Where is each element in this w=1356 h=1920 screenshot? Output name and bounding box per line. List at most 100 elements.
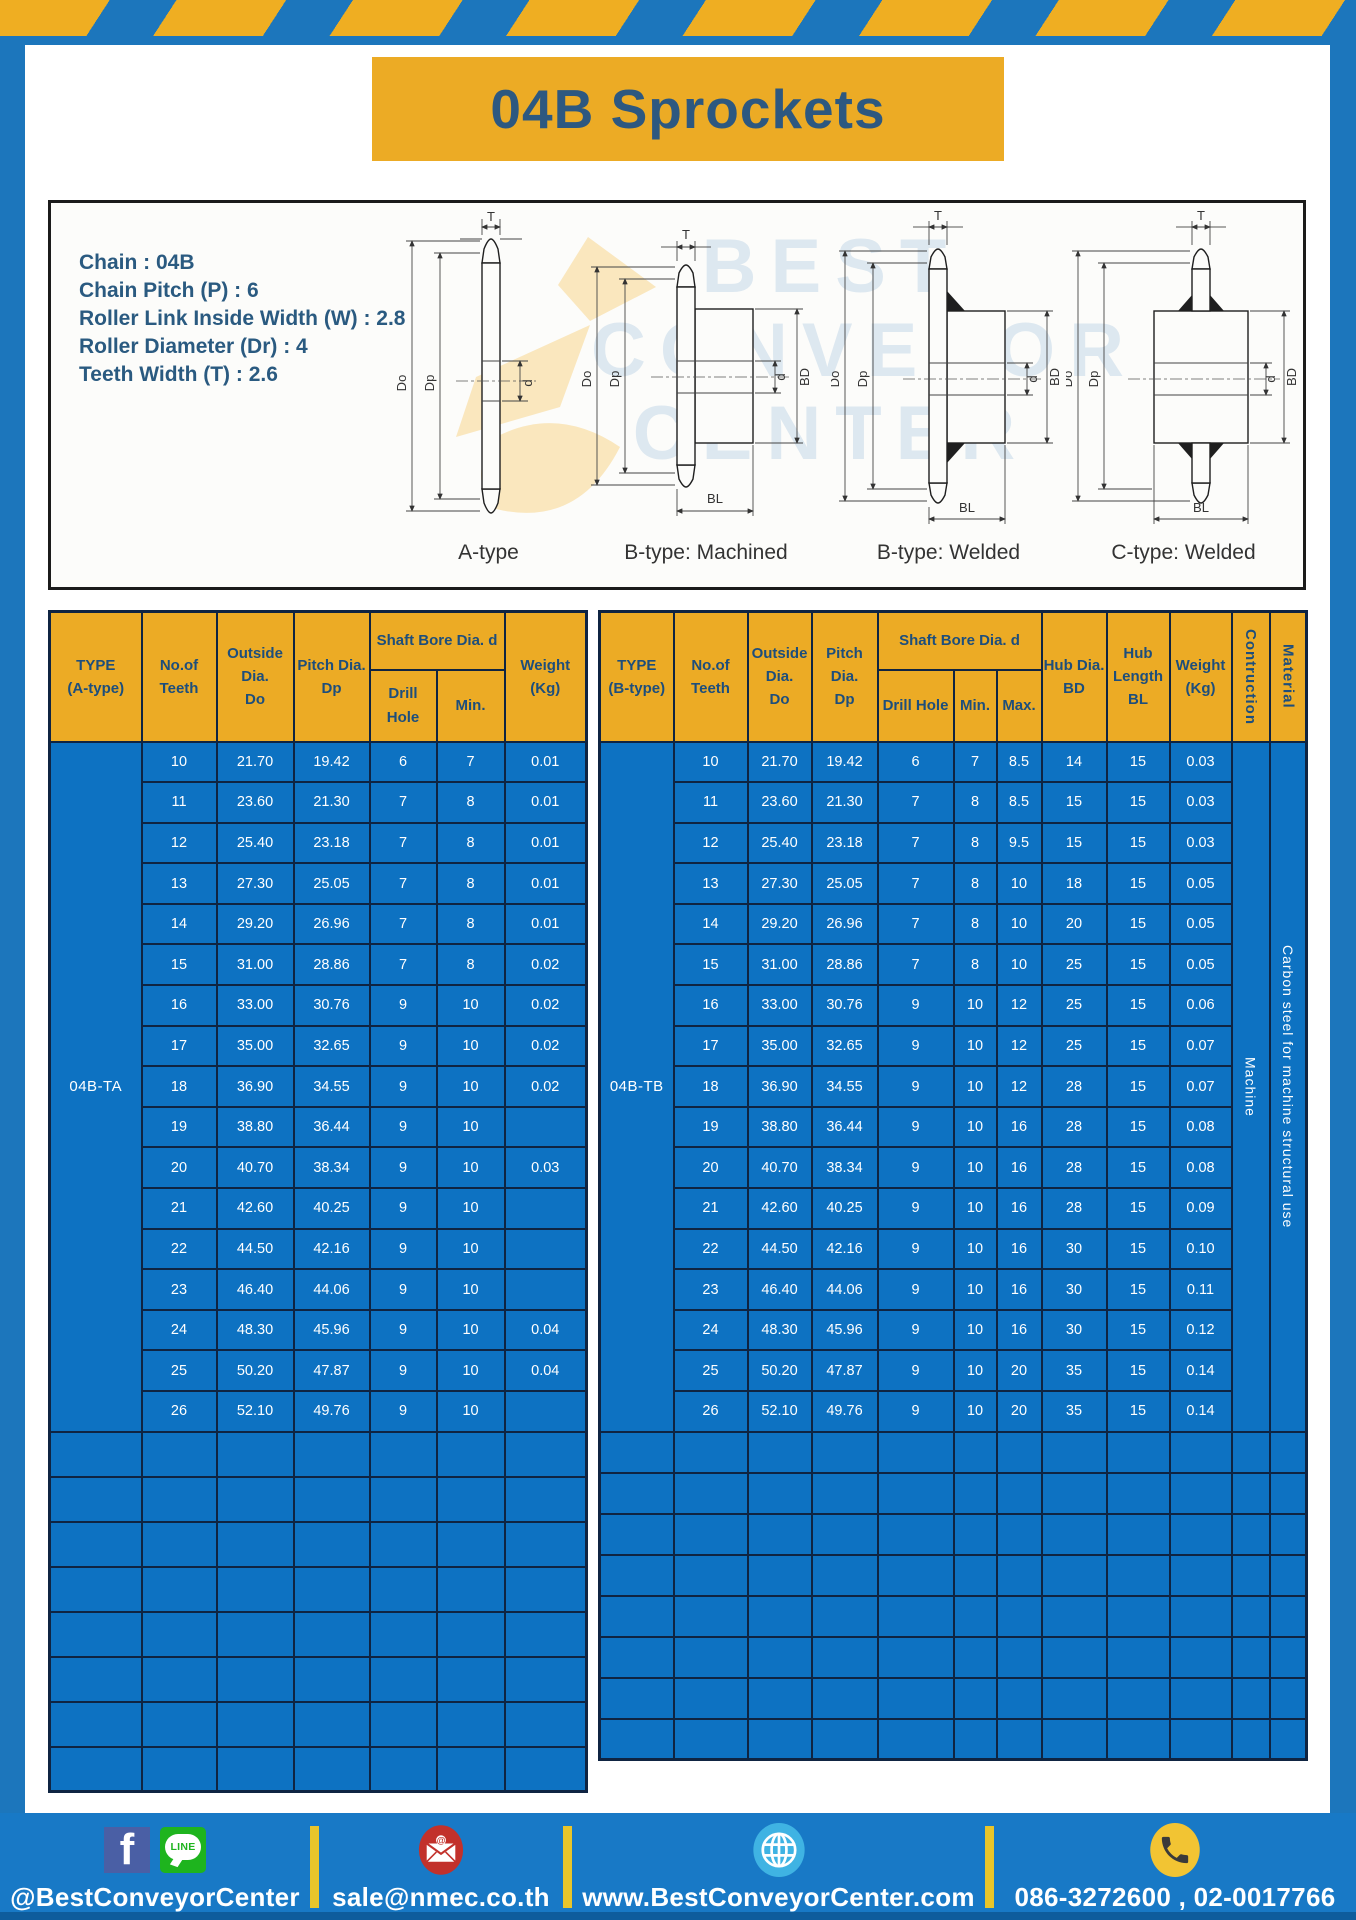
website-contact-block[interactable]: www.BestConveyorCenter.com <box>572 1813 985 1920</box>
col-header-weight: Weight (Kg) <box>1168 610 1233 743</box>
table-cell <box>746 1594 813 1638</box>
a-type-drawing-icon: T Do Dp d <box>396 211 536 514</box>
table-cell: 8 <box>435 902 506 946</box>
table-cell: 21 <box>672 1187 749 1230</box>
table-cell: 20 <box>672 1146 749 1190</box>
table-cell <box>1105 1594 1171 1638</box>
table-cell <box>215 1475 295 1523</box>
table-cell: 18 <box>1040 862 1108 905</box>
table-row: 19 38.80 36.44 9 10 <box>50 1105 588 1149</box>
table-cell <box>810 1553 879 1597</box>
table-cell <box>435 1520 506 1568</box>
table-cell: 21 <box>140 1187 218 1230</box>
table-cell: 10 <box>952 1105 998 1149</box>
table-cell: 10 <box>952 1390 998 1433</box>
table-cell <box>810 1594 879 1638</box>
table-cell: 36.90 <box>215 1065 295 1108</box>
table-cell: 30 <box>1040 1227 1108 1271</box>
table-cell: 38.34 <box>810 1146 879 1190</box>
phone-contact-block[interactable]: 086-3272600 , 02-0017766 <box>994 1813 1356 1920</box>
table-cell <box>952 1635 998 1679</box>
empty-table-row <box>48 1430 588 1478</box>
table-cell <box>1040 1430 1108 1474</box>
table-row: 23 46.40 44.06 9 10 16 30 15 0.11 <box>600 1268 1307 1311</box>
table-cell <box>503 1475 588 1523</box>
table-cell: 10 <box>952 1146 998 1190</box>
facebook-icon[interactable]: f <box>104 1827 150 1873</box>
globe-icon[interactable] <box>752 1821 806 1879</box>
table-cell: 13 <box>672 862 749 905</box>
empty-table-row <box>598 1717 1308 1761</box>
table-row: 18 36.90 34.55 9 10 0.02 <box>50 1065 588 1108</box>
table-cell: 0.14 <box>1168 1390 1233 1433</box>
table-cell: 38.80 <box>215 1105 295 1149</box>
table-cell: 0.07 <box>1168 1024 1233 1068</box>
table-cell: 10 <box>952 984 998 1027</box>
table-cell <box>48 1565 143 1613</box>
table-cell: 52.10 <box>215 1390 295 1433</box>
table-cell: 0.04 <box>503 1349 588 1392</box>
phone-icon[interactable] <box>1148 1820 1202 1880</box>
table-row: 22 44.50 42.16 9 10 <box>50 1227 588 1271</box>
table-cell: 20 <box>995 1390 1043 1433</box>
table-cell: 49.76 <box>292 1390 371 1433</box>
table-cell: 0.14 <box>1168 1349 1233 1392</box>
table-cell <box>598 1430 675 1474</box>
table-cell: 25 <box>672 1349 749 1392</box>
table-cell: 15 <box>1040 781 1108 824</box>
caption-b-type-machined: B-type: Machined <box>624 541 788 564</box>
table-cell: 8 <box>952 902 998 946</box>
table-cell <box>876 1594 955 1638</box>
table-cell: 44.06 <box>810 1268 879 1311</box>
table-row: 12 25.40 23.18 7 8 0.01 <box>50 821 588 865</box>
table-cell <box>1105 1512 1171 1556</box>
table-cell: 8 <box>435 821 506 865</box>
empty-table-row <box>48 1565 588 1613</box>
table-cell: 8.5 <box>995 781 1043 824</box>
table-cell: 30 <box>1040 1308 1108 1352</box>
figure-c-type-welded: T Do Dp d BD BL <box>1066 211 1301 583</box>
col-header-outside-dia: Outside Dia. Do <box>215 610 295 743</box>
table-cell <box>215 1745 295 1793</box>
table-cell: 8 <box>952 821 998 865</box>
table-cell: 10 <box>952 1308 998 1352</box>
table-cell: 9 <box>876 1349 955 1392</box>
table-cell <box>1105 1471 1171 1515</box>
table-cell: 8.5 <box>995 740 1043 784</box>
table-cell: 0.01 <box>503 862 588 905</box>
table-cell: 0.09 <box>1168 1187 1233 1230</box>
col-header-teeth: No.of Teeth <box>672 610 749 743</box>
table-cell <box>503 1520 588 1568</box>
col-header-shaft-bore: Shaft Bore Dia. d <box>876 610 1043 671</box>
figure-b-type-machined: T Do Dp d BD BL <box>581 211 831 583</box>
email-contact-block[interactable]: @ sale@nmec.co.th <box>319 1813 563 1920</box>
social-contact-block[interactable]: f LINE @BestConveyorCenter <box>0 1813 310 1920</box>
table-cell: 26 <box>140 1390 218 1433</box>
table-cell: 47.87 <box>292 1349 371 1392</box>
table-cell <box>672 1717 749 1761</box>
b-type-machined-drawing-icon: T Do Dp d BD BL <box>581 227 812 516</box>
table-cell <box>995 1553 1043 1597</box>
table-cell <box>952 1430 998 1474</box>
table-cell <box>995 1676 1043 1720</box>
table-cell <box>672 1594 749 1638</box>
table-cell <box>995 1471 1043 1515</box>
table-cell: 12 <box>995 984 1043 1027</box>
table-cell <box>598 1553 675 1597</box>
table-cell <box>215 1700 295 1748</box>
email-icon[interactable]: @ <box>415 1822 467 1878</box>
empty-table-row <box>598 1635 1308 1679</box>
svg-text:d: d <box>520 379 535 386</box>
table-cell: 23 <box>672 1268 749 1311</box>
table-cell: 33.00 <box>215 984 295 1027</box>
col-header-drill-hole: Drill Hole <box>876 668 955 743</box>
table-cell <box>503 1187 588 1230</box>
table-cell: 21.30 <box>292 781 371 824</box>
table-row: 15 31.00 28.86 7 8 0.02 <box>50 943 588 987</box>
line-app-icon[interactable]: LINE <box>160 1827 206 1873</box>
table-cell <box>140 1700 218 1748</box>
table-cell <box>503 1565 588 1613</box>
col-header-outside-dia: Outside Dia. Do <box>746 610 813 743</box>
table-cell <box>1230 1676 1271 1720</box>
table-cell: 15 <box>1105 821 1171 865</box>
